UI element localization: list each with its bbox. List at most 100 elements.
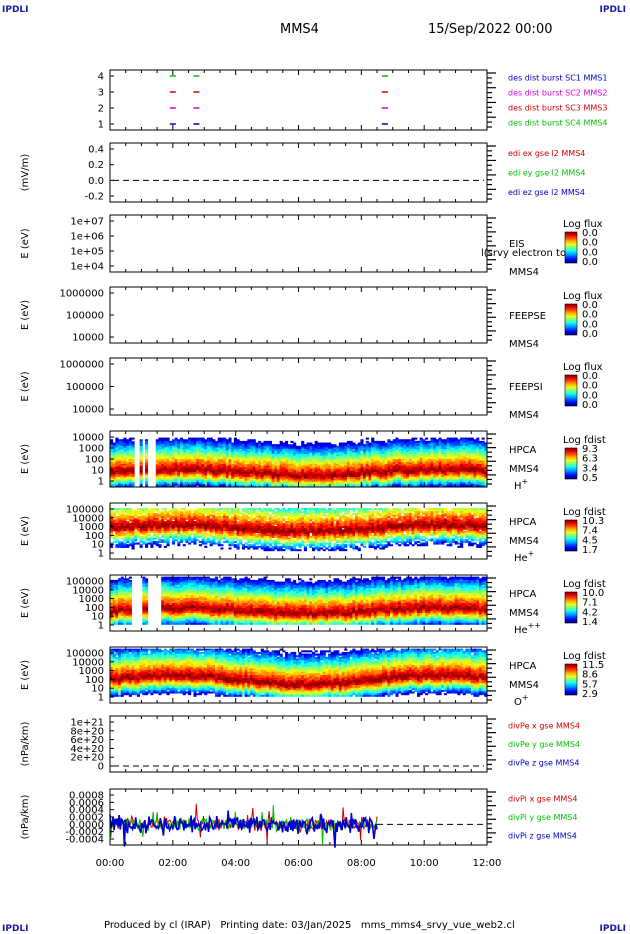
spectro-cell bbox=[201, 483, 205, 486]
spectro-cell bbox=[231, 447, 235, 450]
spectro-cell bbox=[239, 459, 243, 462]
spectro-cell bbox=[139, 457, 143, 460]
spectro-cell bbox=[161, 473, 165, 476]
spectro-cell bbox=[128, 462, 132, 465]
spectro-cell bbox=[150, 531, 154, 534]
spectro-cell bbox=[322, 450, 326, 453]
spectro-cell bbox=[177, 450, 181, 453]
spectro-cell bbox=[145, 455, 149, 458]
spectro-cell bbox=[255, 478, 259, 481]
spectro-cell bbox=[225, 459, 229, 462]
spectro-cell bbox=[263, 472, 267, 475]
spectro-cell bbox=[314, 444, 318, 447]
spectro-cell bbox=[212, 463, 216, 466]
spectro-cell bbox=[263, 467, 267, 470]
spectro-cell bbox=[110, 450, 114, 453]
spectro-cell bbox=[169, 460, 173, 463]
spectro-cell bbox=[118, 483, 122, 486]
spectro-cell bbox=[258, 452, 262, 455]
spectro-cell bbox=[271, 444, 275, 447]
spectro-cell bbox=[177, 440, 181, 443]
spectro-cell bbox=[250, 478, 254, 481]
spectro-cell bbox=[110, 475, 114, 478]
spectro-cell bbox=[163, 460, 167, 463]
legend-entry: des dist burst SC1 MMS1 bbox=[508, 74, 607, 83]
spectro-cell bbox=[311, 462, 316, 465]
spectro-cell bbox=[196, 444, 200, 447]
spectro-cell bbox=[274, 463, 278, 466]
spectro-cell bbox=[177, 544, 181, 547]
spectro-cell bbox=[244, 465, 248, 468]
spectro-cell bbox=[285, 467, 289, 470]
spectro-cell bbox=[279, 454, 283, 457]
spectro-cell bbox=[231, 472, 235, 475]
spectro-cell bbox=[118, 465, 122, 468]
spectro-cell bbox=[110, 477, 114, 480]
spectro-cell bbox=[115, 472, 119, 475]
y-axis-label: (mV/m) bbox=[20, 154, 31, 192]
spectro-cell bbox=[193, 542, 197, 545]
spectro-cell bbox=[263, 463, 267, 466]
spectro-cell bbox=[298, 454, 302, 457]
spectro-cell bbox=[298, 475, 302, 478]
spectro-cell bbox=[126, 485, 130, 488]
spectro-cell bbox=[322, 478, 326, 481]
spectro-cell bbox=[126, 478, 130, 481]
spectro-cell bbox=[182, 475, 186, 478]
spectro-cell bbox=[320, 468, 324, 471]
spectro-cell bbox=[295, 452, 299, 455]
spectro-cell bbox=[163, 447, 167, 450]
spectro-cell bbox=[171, 455, 176, 458]
spectro-cell bbox=[115, 467, 119, 470]
spectro-cell bbox=[196, 459, 200, 462]
spectro-cell bbox=[112, 462, 116, 465]
spectro-cell bbox=[236, 459, 240, 462]
spectro-cell bbox=[110, 470, 114, 473]
spectro-cell bbox=[158, 437, 162, 440]
spectro-cell bbox=[171, 473, 176, 476]
spectro-cell bbox=[190, 449, 194, 452]
spectro-cell bbox=[287, 475, 291, 478]
spectro-cell bbox=[239, 482, 243, 485]
spectro-cell bbox=[241, 475, 246, 478]
spectro-cell bbox=[123, 440, 127, 443]
spectro-cell bbox=[244, 450, 248, 453]
spectro-cell bbox=[231, 485, 235, 488]
spectro-cell bbox=[279, 449, 283, 452]
spectro-cell bbox=[279, 485, 283, 488]
spectro-cell bbox=[239, 475, 243, 478]
spectro-cell bbox=[239, 478, 243, 481]
spectro-cell bbox=[131, 450, 135, 453]
spectro-cell bbox=[182, 460, 186, 463]
spectro-cell bbox=[252, 447, 256, 450]
spectro-cell bbox=[252, 462, 256, 465]
spectro-cell bbox=[301, 455, 305, 458]
spectro-cell bbox=[266, 483, 270, 486]
spectro-cell bbox=[325, 459, 329, 462]
spectro-cell bbox=[223, 460, 227, 463]
spectro-cell bbox=[182, 477, 186, 480]
spectro-cell bbox=[185, 439, 189, 442]
spectro-cell bbox=[303, 459, 307, 462]
spectro-cell bbox=[158, 483, 162, 486]
spectro-cell bbox=[255, 452, 259, 455]
spectro-cell bbox=[185, 478, 189, 481]
spectro-cell bbox=[295, 485, 299, 488]
spectro-cell bbox=[190, 467, 194, 470]
spectro-cell bbox=[228, 449, 232, 452]
spectro-cell bbox=[161, 483, 165, 486]
spectro-cell bbox=[188, 462, 192, 465]
spectro-cell bbox=[276, 447, 281, 450]
spectro-cell bbox=[228, 459, 232, 462]
spectro-cell bbox=[155, 462, 159, 465]
spectro-cell bbox=[263, 470, 267, 473]
spectro-cell bbox=[204, 478, 208, 481]
spectro-cell bbox=[295, 478, 299, 481]
spectro-cell bbox=[306, 459, 310, 462]
spectro-cell bbox=[131, 472, 135, 475]
spectro-cell bbox=[236, 445, 240, 448]
spectro-cell bbox=[145, 473, 149, 476]
spectro-cell bbox=[188, 439, 192, 442]
spectro-cell bbox=[126, 440, 130, 443]
spectro-cell bbox=[120, 472, 124, 475]
